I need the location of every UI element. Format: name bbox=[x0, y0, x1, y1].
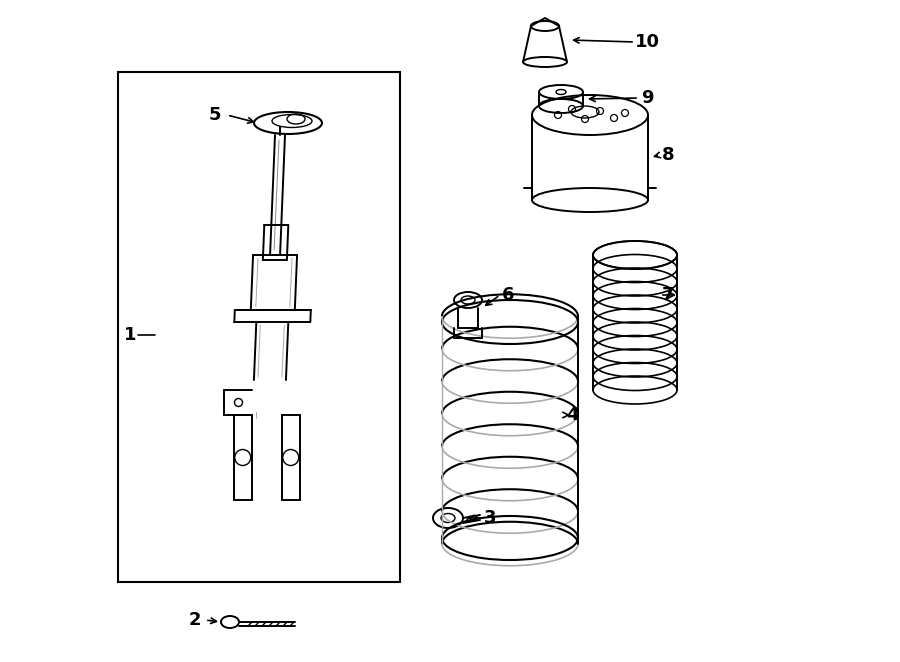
Text: 6: 6 bbox=[502, 286, 514, 304]
Text: 5: 5 bbox=[209, 106, 221, 124]
Text: 2: 2 bbox=[189, 611, 202, 629]
Bar bbox=[118, 72, 400, 582]
Text: 1: 1 bbox=[124, 326, 136, 344]
Text: 10: 10 bbox=[634, 33, 660, 51]
Text: 3: 3 bbox=[484, 509, 496, 527]
Text: 8: 8 bbox=[662, 146, 674, 164]
Text: 9: 9 bbox=[641, 89, 653, 107]
Text: 4: 4 bbox=[566, 406, 578, 424]
Text: 7: 7 bbox=[662, 286, 674, 304]
